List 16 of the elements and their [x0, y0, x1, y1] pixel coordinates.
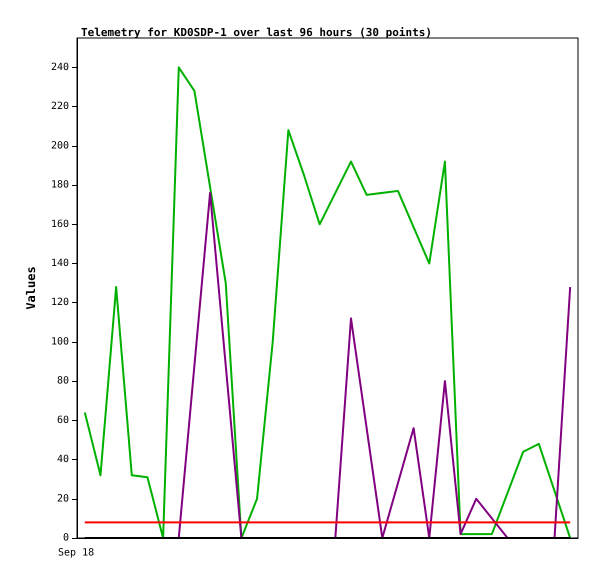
chart-title: Telemetry for KD0SDP-1 over last 96 hours (30 points)	[81, 26, 432, 39]
text: Sep 18	[58, 548, 94, 558]
y-tick-label: 60	[56, 414, 69, 426]
y-axis-title: Values	[24, 266, 38, 310]
y-tick-label: 180	[50, 180, 69, 191]
y-tick-label: 140	[50, 258, 69, 269]
y-tick-label: 100	[50, 336, 69, 348]
y-tick-label: 120	[50, 297, 69, 308]
y-tick-label: 20	[56, 493, 69, 504]
y-tick-label: 0	[62, 532, 69, 544]
y-tick-label: 240	[50, 62, 69, 73]
y-tick-label: 80	[56, 376, 69, 387]
y-tick-label: 40	[56, 454, 69, 466]
y-tick-label: 220	[50, 101, 69, 112]
y-tick-label: 160	[50, 218, 69, 230]
y-tick-label: 200	[50, 140, 69, 152]
